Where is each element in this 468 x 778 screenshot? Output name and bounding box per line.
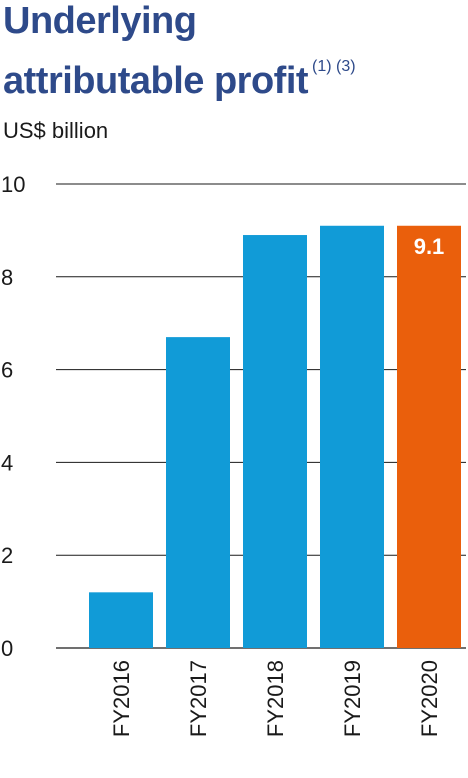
y-tick-label-0: 0	[1, 636, 13, 661]
title-line-1: Underlying	[3, 0, 197, 42]
y-tick-label-4: 4	[1, 450, 13, 475]
x-tick-label-fy2017: FY2017	[186, 660, 211, 737]
y-tick-label-10: 10	[1, 172, 25, 197]
data-label-fy2020: 9.1	[414, 234, 445, 259]
y-tick-label-8: 8	[1, 265, 13, 290]
title-line-2: attributable profit (1) (3)	[3, 44, 356, 104]
bar-fy2019	[320, 225, 384, 648]
x-tick-label-fy2018: FY2018	[263, 660, 288, 737]
y-tick-label-6: 6	[1, 358, 13, 383]
bar-fy2018	[243, 235, 307, 649]
x-tick-label-fy2020: FY2020	[417, 660, 442, 737]
title-footnotes: (1) (3)	[312, 58, 356, 75]
bar-fy2016	[89, 592, 153, 648]
chart-title: Underlying attributable profit (1) (3)	[3, 0, 356, 104]
y-axis-unit-label: US$ billion	[3, 118, 109, 143]
y-tick-label-2: 2	[1, 543, 13, 568]
title-line-2-text: attributable profit	[3, 60, 309, 102]
x-tick-label-fy2016: FY2016	[109, 660, 134, 737]
bar-fy2020	[397, 225, 461, 648]
x-tick-label-fy2019: FY2019	[340, 660, 365, 737]
bar-fy2017	[166, 337, 230, 648]
